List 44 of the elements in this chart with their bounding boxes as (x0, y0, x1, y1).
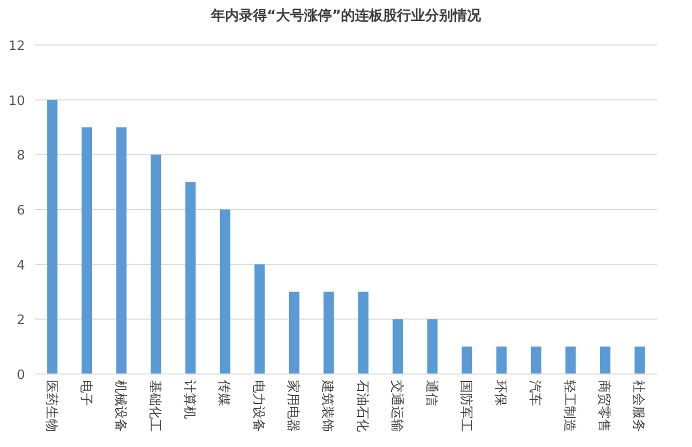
bar (358, 292, 368, 374)
bar (185, 182, 196, 374)
bar (392, 319, 404, 374)
y-tick-label: 2 (16, 313, 25, 328)
bar (82, 127, 92, 374)
x-tick-label: 商贸零售 (596, 380, 612, 432)
bar (47, 100, 58, 374)
x-tick-label: 医药生物 (43, 380, 58, 432)
bar (288, 292, 300, 374)
bar (427, 319, 438, 374)
x-tick-label: 电力设备 (250, 380, 266, 432)
bar (150, 154, 162, 374)
bar (462, 346, 472, 374)
x-tick-label: 国防军工 (458, 380, 473, 432)
y-tick-label: 8 (16, 148, 25, 164)
x-tick-label: 计算机 (182, 380, 196, 419)
y-tick-label: 10 (8, 94, 25, 109)
x-tick-label: 社会服务 (630, 380, 646, 432)
x-tick-label: 机械设备 (112, 380, 128, 432)
x-tick-label: 建筑装饰 (320, 379, 335, 432)
bar (496, 346, 507, 374)
bar (116, 127, 127, 374)
bar (634, 346, 645, 374)
y-tick-label: 4 (16, 258, 25, 274)
y-tick-label: 6 (16, 204, 25, 218)
x-tick-label: 轻工制造 (562, 380, 577, 432)
x-tick-label: 环保 (492, 380, 508, 406)
x-tick-label: 石油石化 (354, 380, 370, 432)
bar (530, 346, 542, 374)
x-tick-label: 电子 (78, 380, 93, 406)
bar (324, 292, 334, 374)
x-tick-label: 家用电器 (285, 380, 302, 432)
bar (565, 346, 576, 374)
bar (600, 346, 610, 374)
bar (254, 264, 265, 374)
x-tick-label: 通信 (423, 380, 438, 406)
y-tick-label: 12 (8, 39, 25, 54)
x-tick-label: 汽车 (527, 380, 542, 406)
y-tick-label: 0 (16, 368, 25, 383)
chart-title: 年内录得“大号涨停”的连板股行业分别情况 (210, 8, 482, 24)
bar (220, 210, 230, 374)
x-tick-label: 传媒 (216, 380, 232, 406)
x-tick-label: 交通运输 (388, 380, 405, 432)
x-tick-label: 基础化工 (146, 380, 162, 432)
